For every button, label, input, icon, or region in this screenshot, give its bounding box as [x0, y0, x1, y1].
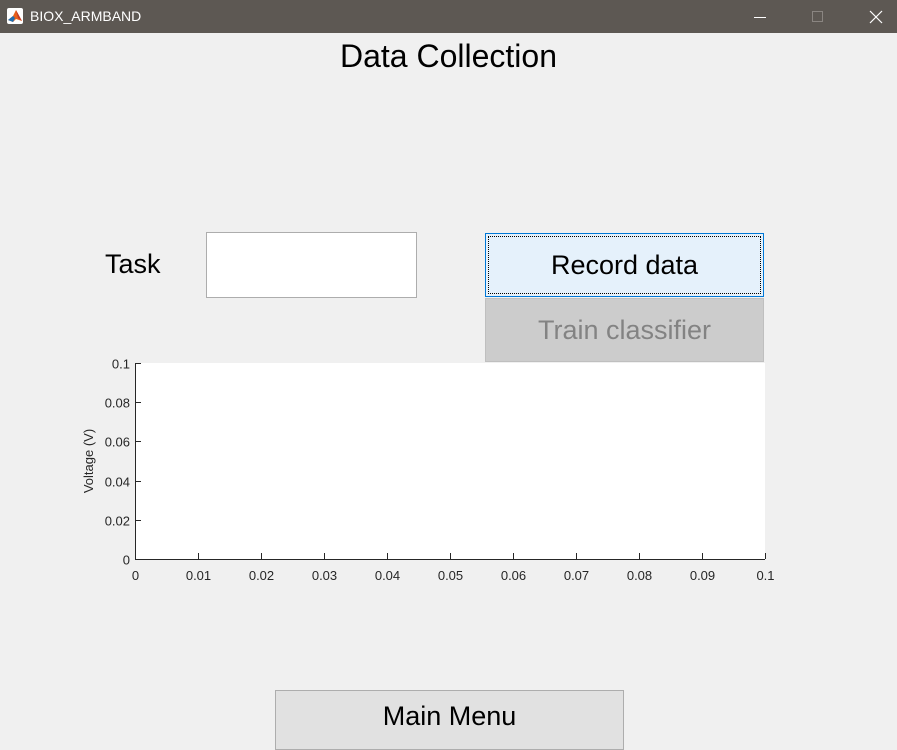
axes: 0 0.01 0.02 0.03 0.04 0.05 0.06 0.07 0.08 0.09 0.1…: [105, 357, 775, 584]
task-input[interactable]: [206, 232, 417, 298]
close-icon: [869, 10, 883, 23]
main-menu-button[interactable]: Main Menu: [275, 690, 624, 750]
y-tick-label: 0.04: [105, 475, 130, 490]
x-tick-label: 0.04: [375, 568, 400, 583]
window-titlebar[interactable]: BIOX_ARMBAND: [0, 0, 897, 33]
x-tick-label: 0.1: [756, 568, 774, 583]
matlab-icon: [7, 8, 23, 24]
x-tick-label: 0.01: [186, 568, 211, 583]
x-tick-label: 0.02: [249, 568, 274, 583]
y-axis-label: Voltage (V): [81, 429, 96, 493]
main-menu-label: Main Menu: [382, 701, 517, 731]
x-tick-label: 0: [132, 568, 139, 583]
y-tick-label: 0: [123, 553, 130, 568]
y-tick-label: 0.06: [105, 435, 130, 450]
maximize-icon: [812, 10, 823, 22]
x-tick-label: 0.06: [501, 568, 526, 583]
train-classifier-button[interactable]: Train classifier: [485, 298, 764, 362]
train-classifier-label: Train classifier: [537, 314, 712, 345]
close-button[interactable]: [853, 0, 897, 33]
y-tick-label: 0.08: [105, 396, 130, 411]
x-tick-label: 0.08: [627, 568, 652, 583]
x-tick-label: 0.05: [438, 568, 463, 583]
maximize-button[interactable]: [795, 0, 841, 33]
y-tick-label: 0.02: [105, 514, 130, 529]
x-tick-label: 0.09: [690, 568, 715, 583]
page-title: Data Collection: [340, 38, 557, 74]
focus-ring: [488, 236, 761, 294]
minimize-icon: [754, 16, 766, 18]
record-data-button[interactable]: Record data: [485, 233, 764, 297]
y-tick-label: 0.1: [112, 357, 130, 372]
window-title: BIOX_ARMBAND: [30, 8, 142, 24]
plot-area: [135, 363, 765, 559]
task-label: Task: [105, 249, 161, 279]
minimize-button[interactable]: [737, 0, 783, 33]
x-tick-label: 0.03: [312, 568, 337, 583]
x-tick-label: 0.07: [564, 568, 589, 583]
record-data-label: Record data: [550, 249, 699, 280]
